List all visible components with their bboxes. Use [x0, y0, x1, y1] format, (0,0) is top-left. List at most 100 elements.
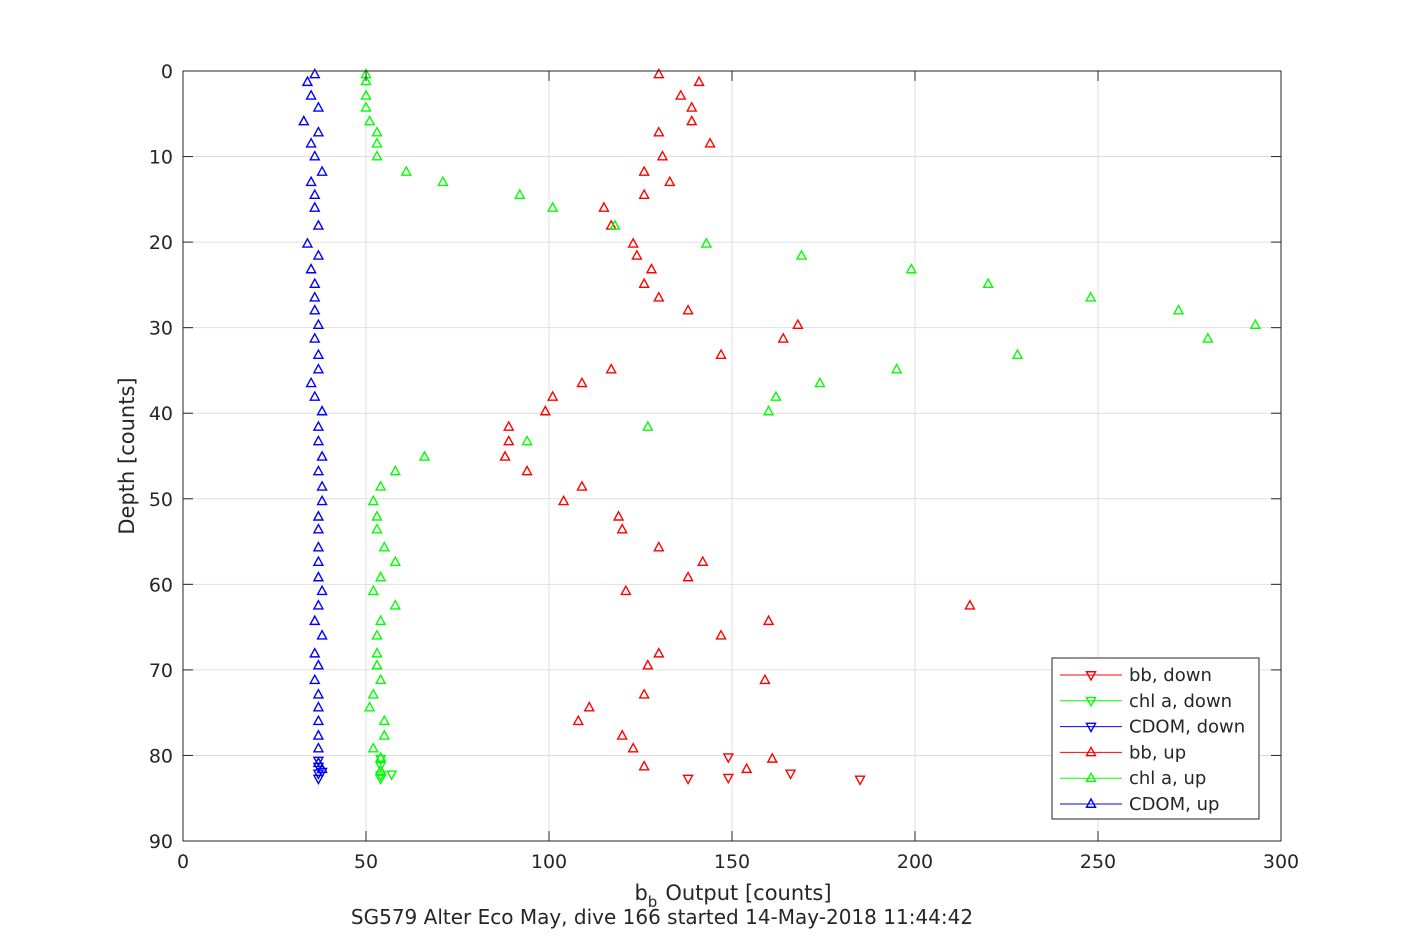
data-point [312, 555, 325, 567]
y-tick-label: 40 [149, 403, 173, 425]
data-point [1011, 348, 1024, 359]
data-point [309, 188, 321, 200]
data-point [312, 742, 325, 753]
data-point [374, 754, 387, 766]
data-point [312, 348, 325, 359]
data-point [309, 332, 321, 343]
data-point [686, 115, 698, 126]
data-point [557, 494, 570, 506]
data-point [814, 376, 826, 388]
data-point [371, 137, 383, 148]
data-point [371, 126, 383, 137]
data-point [964, 599, 976, 610]
data-point [616, 523, 628, 534]
data-point [400, 165, 412, 176]
data-point [638, 277, 650, 288]
y-tick-label: 20 [149, 232, 173, 254]
data-point [367, 494, 379, 506]
legend-item: chl a, down [1060, 691, 1232, 712]
data-point [374, 480, 387, 491]
data-point [305, 89, 317, 100]
x-axis-title-subscript: b [648, 893, 658, 911]
data-point [312, 714, 325, 726]
x-tick-label: 300 [1263, 851, 1299, 873]
data-point [642, 659, 654, 670]
data-point [612, 510, 625, 521]
data-point [309, 304, 321, 315]
data-point [309, 614, 321, 626]
data-point [363, 115, 376, 126]
data-point [378, 729, 390, 740]
data-point [312, 599, 325, 610]
data-point [305, 137, 317, 148]
data-point [301, 237, 314, 248]
data-point [546, 390, 559, 401]
data-point [638, 188, 650, 200]
data-point [605, 363, 617, 374]
x-axis-title-text: Output [counts] [665, 881, 831, 905]
x-tick-label: 150 [714, 851, 750, 873]
legend-marker [1085, 797, 1097, 808]
data-point [312, 659, 325, 670]
data-point [312, 774, 325, 786]
legend-marker [1085, 722, 1097, 734]
data-point [437, 175, 449, 187]
data-point [715, 348, 727, 359]
data-point [982, 277, 994, 288]
figure-caption: SG579 Alter Eco May, dive 166 started 14… [351, 905, 973, 929]
data-point [759, 673, 771, 685]
data-point [378, 714, 390, 726]
data-point [371, 659, 383, 670]
x-tick-label: 50 [354, 851, 378, 873]
data-point [521, 434, 533, 446]
legend-box [1051, 657, 1260, 820]
data-point [360, 74, 372, 86]
data-point [371, 523, 383, 534]
data-point [309, 201, 321, 212]
legend-item: CDOM, up [1060, 794, 1219, 815]
y-tick-label: 0 [161, 61, 173, 83]
data-point [316, 629, 328, 640]
data-point [312, 363, 325, 374]
data-point [363, 701, 376, 712]
data-point [312, 523, 325, 534]
data-point [374, 764, 387, 775]
data-point [503, 434, 515, 446]
legend-label: CDOM, down [1129, 717, 1245, 738]
legend-marker [1085, 745, 1097, 757]
data-point [312, 756, 325, 768]
data-point [770, 390, 782, 401]
series-bb-up [499, 67, 976, 774]
data-point [653, 291, 665, 302]
data-point [653, 67, 665, 79]
data-point [572, 714, 584, 726]
data-point [312, 219, 325, 230]
data-point [891, 363, 903, 374]
data-point [312, 434, 325, 446]
data-point [312, 126, 325, 137]
data-point [316, 450, 328, 461]
data-point [418, 450, 431, 461]
legend-label: CDOM, up [1129, 794, 1219, 815]
data-point [371, 150, 383, 161]
data-point [312, 101, 325, 112]
data-point [367, 742, 379, 753]
data-point [740, 762, 753, 774]
data-point [905, 263, 918, 274]
legend-label: bb, down [1129, 665, 1212, 686]
axis-ticks: 0 50 100 150 200 250 300 0 10 20 30 40 50 60 70 80 90 [149, 61, 1299, 873]
data-point [576, 376, 588, 388]
data-point [682, 571, 694, 582]
data-point [371, 629, 383, 640]
y-tick-label: 30 [149, 318, 173, 340]
data-point [715, 629, 727, 640]
data-point [309, 647, 321, 658]
data-point [298, 115, 310, 126]
legend-item: bb, up [1060, 742, 1186, 763]
y-tick-label: 70 [149, 660, 173, 682]
legend-marker [1085, 696, 1097, 708]
legend-item: chl a, up [1060, 768, 1206, 789]
data-point [374, 774, 387, 786]
data-point [682, 774, 694, 786]
